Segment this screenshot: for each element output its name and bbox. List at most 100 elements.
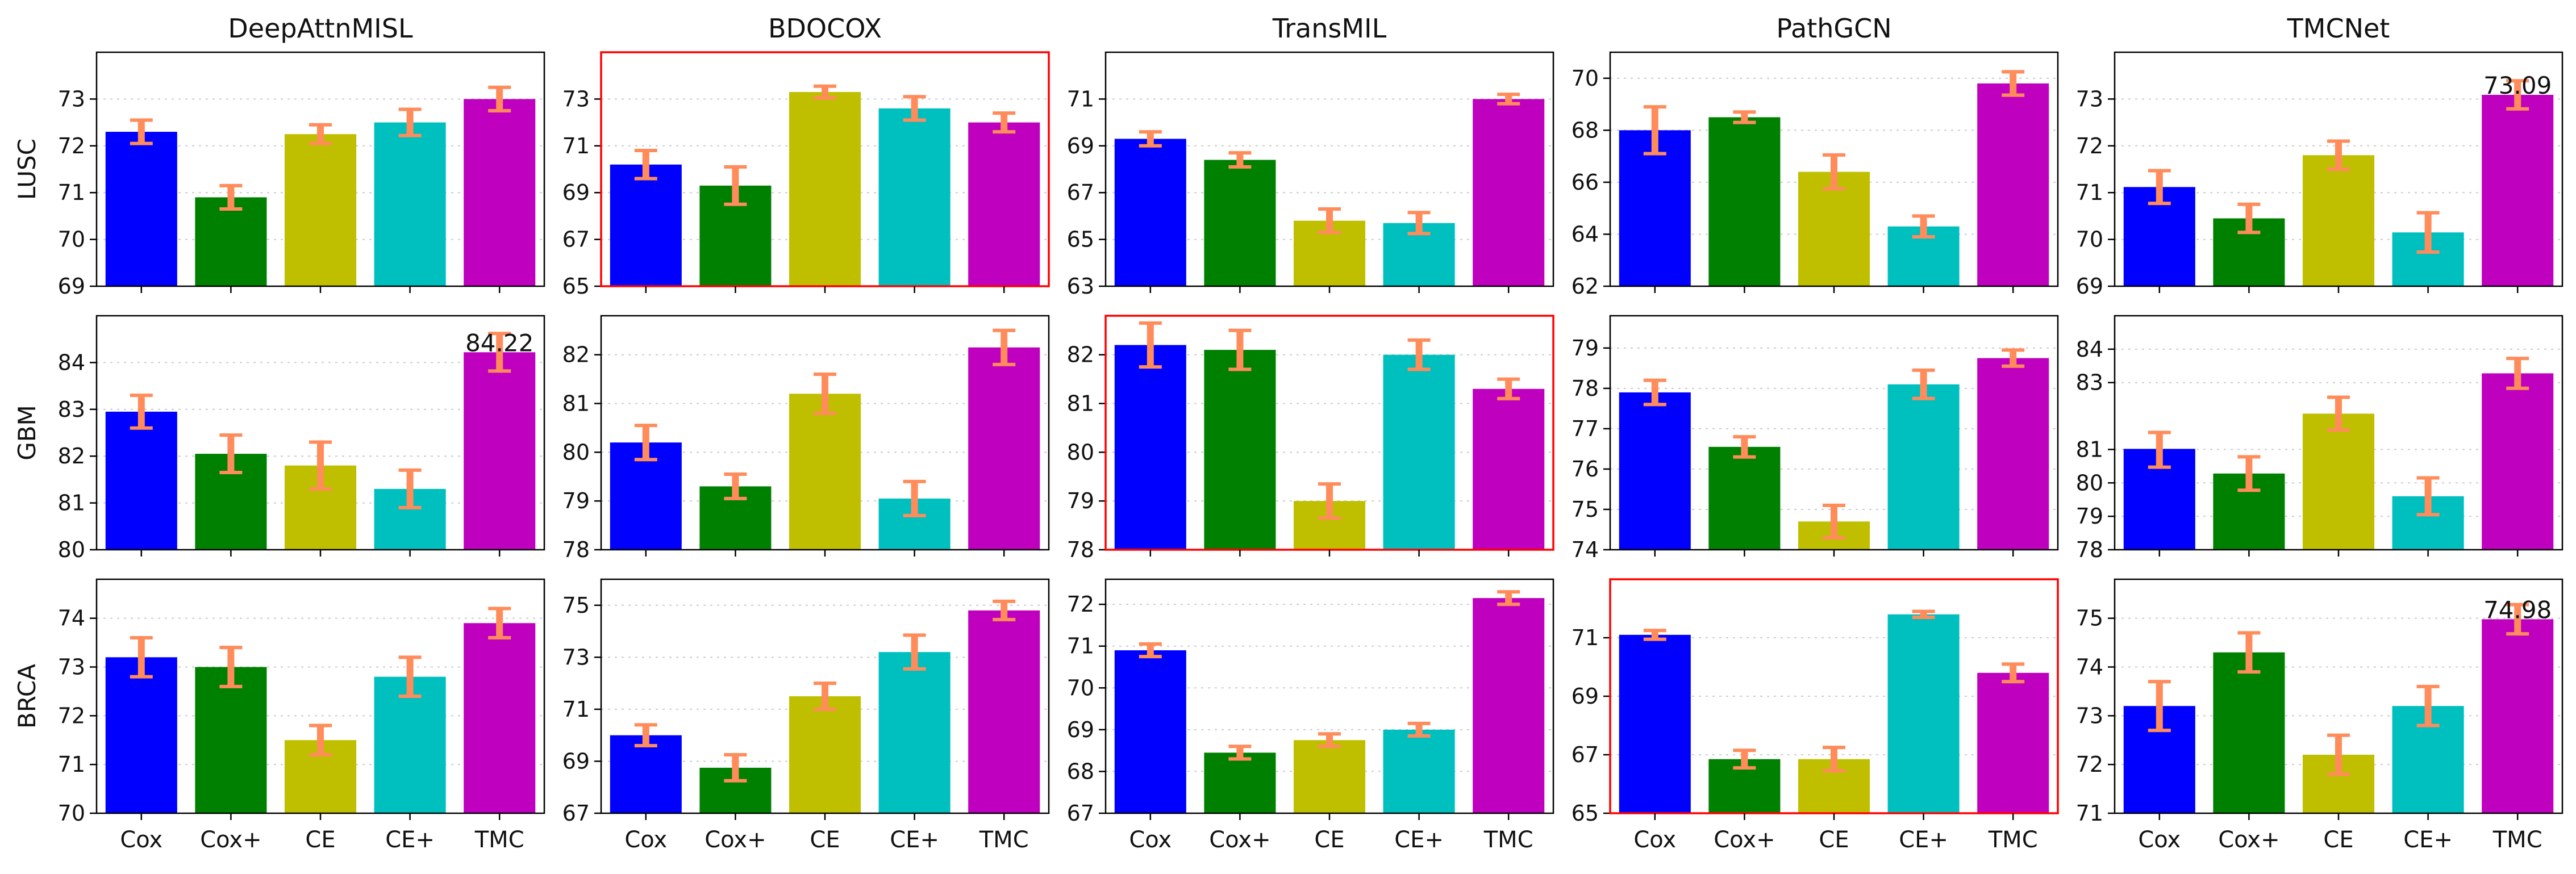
x-category-label-cox: Cox [1129, 827, 1172, 853]
panel-lusc-pathgcn-ytick-label: 68 [1572, 118, 1599, 143]
x-category-label-ce-plus: CE+ [385, 827, 435, 853]
panel-brca-pathgcn-ytick-label: 71 [1572, 625, 1599, 650]
panel-lusc-deepattnmisl-ytick-label: 70 [58, 227, 85, 252]
panel-brca-pathgcn-bar-ce+ [1887, 614, 1960, 813]
row-label-brca: BRCA [13, 664, 41, 729]
panel-brca-deepattnmisl-ytick-label: 70 [58, 801, 85, 826]
panel-brca-deepattnmisl-ytick-label: 74 [58, 606, 85, 631]
panel-lusc-bdocox-bar-tmc [968, 122, 1040, 286]
panel-brca-transmil-bar-tmc [1473, 598, 1545, 813]
panel-lusc-transmil-ytick-label: 69 [1067, 133, 1094, 158]
panel-brca-bdocox-ytick-label: 71 [562, 697, 590, 722]
panel-lusc-bdocox-ytick-label: 73 [562, 86, 590, 111]
panel-brca-tmcnet-bar-cox+ [2213, 652, 2285, 813]
x-category-label-ce-plus: CE+ [1899, 827, 1948, 853]
x-category-label-cox-plus: Cox+ [1209, 827, 1270, 853]
panel-gbm-pathgcn-bar-ce+ [1887, 384, 1960, 550]
x-category-label-cox-plus: Cox+ [1714, 827, 1775, 853]
row-label-gbm: GBM [13, 405, 41, 461]
panel-gbm-tmcnet-ytick-label: 78 [2076, 537, 2103, 562]
panel-gbm-tmcnet-ytick-label: 81 [2076, 437, 2103, 462]
panel-brca-tmcnet-ytick-label: 74 [2076, 655, 2103, 680]
panel-brca-bdocox-bar-ce [789, 696, 861, 813]
panel-lusc-deepattnmisl-bar-tmc [464, 99, 536, 286]
panel-lusc-pathgcn-bar-ce [1798, 172, 1870, 286]
panel-brca-transmil-bar-ce [1293, 740, 1366, 813]
panel-brca-deepattnmisl-ytick-label: 72 [58, 703, 85, 728]
panel-gbm-pathgcn-ytick-label: 78 [1572, 376, 1599, 401]
panel-brca-transmil-bar-cox+ [1204, 752, 1276, 813]
column-title-tmcnet: TMCNet [2287, 13, 2390, 44]
panel-lusc-pathgcn-ytick-label: 62 [1572, 274, 1599, 299]
panel-gbm-tmcnet-bar-ce [2302, 413, 2375, 550]
panel-gbm-deepattnmisl-bar-tmc [464, 352, 536, 550]
panel-gbm-deepattnmisl-ytick-label: 84 [58, 350, 85, 375]
row-label-lusc: LUSC [13, 139, 41, 200]
panel-brca-bdocox-bar-tmc [968, 610, 1040, 813]
panel-brca-transmil-ytick-label: 72 [1067, 592, 1094, 617]
x-category-label-ce: CE [2323, 827, 2353, 853]
panel-lusc-deepattnmisl-bar-ce+ [374, 122, 446, 286]
panel-gbm-deepattnmisl-ytick-label: 81 [58, 491, 85, 516]
panel-gbm-deepattnmisl-ytick-label: 80 [58, 537, 85, 562]
panel-brca-deepattnmisl-bar-tmc [464, 623, 536, 813]
panel-brca-bdocox-ytick-label: 73 [562, 645, 590, 670]
x-category-label-cox: Cox [2138, 827, 2181, 853]
panel-lusc-tmcnet-bar-ce [2302, 155, 2375, 286]
panel-brca-pathgcn-ytick-label: 67 [1572, 742, 1599, 767]
x-category-label-ce: CE [810, 827, 840, 853]
panel-lusc-bdocox-ytick-label: 65 [562, 274, 590, 299]
panel-gbm-tmcnet-ytick-label: 80 [2076, 470, 2103, 495]
panel-gbm-tmcnet-ytick-label: 79 [2076, 504, 2103, 529]
x-category-label-tmc: TMC [474, 827, 524, 853]
panel-brca-bdocox-ytick-label: 75 [562, 593, 590, 618]
x-category-label-cox-plus: Cox+ [200, 827, 261, 853]
panel-lusc-bdocox-bar-cox [610, 164, 682, 286]
panel-lusc-transmil-ytick-label: 71 [1067, 86, 1094, 111]
x-category-label-cox-plus: Cox+ [2218, 827, 2279, 853]
x-category-label-cox: Cox [624, 827, 667, 853]
panel-brca-bdocox-bar-ce+ [878, 652, 951, 813]
x-category-label-ce-plus: CE+ [890, 827, 939, 853]
panel-brca-tmcnet-bar-tmc [2482, 619, 2554, 813]
x-category-label-tmc: TMC [979, 827, 1029, 853]
panel-lusc-deepattnmisl-ytick-label: 72 [58, 133, 85, 158]
panel-gbm-pathgcn-bar-tmc [1977, 358, 2049, 550]
panel-lusc-deepattnmisl-ytick-label: 73 [58, 86, 85, 111]
panel-lusc-deepattnmisl-ytick-label: 71 [58, 180, 85, 205]
panel-brca-transmil-ytick-label: 70 [1067, 675, 1094, 700]
panel-gbm-transmil-ytick-label: 82 [1067, 342, 1094, 367]
x-category-label-cox: Cox [120, 827, 162, 853]
panel-brca-tmcnet-value-label: 74.98 [2483, 596, 2552, 624]
panel-lusc-pathgcn-ytick-label: 70 [1572, 66, 1599, 91]
panel-brca-transmil-ytick-label: 71 [1067, 634, 1094, 659]
panel-gbm-transmil-ytick-label: 79 [1067, 488, 1094, 513]
panel-gbm-deepattnmisl-ytick-label: 83 [58, 397, 85, 422]
panel-brca-tmcnet-ytick-label: 73 [2076, 703, 2103, 728]
x-category-label-ce: CE [1819, 827, 1849, 853]
panel-gbm-transmil-bar-ce+ [1383, 354, 1455, 550]
panel-gbm-pathgcn-ytick-label: 76 [1572, 457, 1599, 482]
panel-gbm-tmcnet-ytick-label: 84 [2076, 337, 2103, 362]
x-category-label-tmc: TMC [1988, 827, 2038, 853]
panel-lusc-tmcnet-ytick-label: 72 [2076, 133, 2103, 158]
panel-brca-tmcnet-ytick-label: 71 [2076, 801, 2103, 826]
panel-lusc-deepattnmisl-ytick-label: 69 [58, 274, 85, 299]
panel-gbm-tmcnet-bar-tmc [2482, 373, 2554, 550]
panel-gbm-bdocox-bar-ce [789, 394, 861, 550]
panel-brca-tmcnet-ytick-label: 72 [2076, 752, 2103, 777]
panel-lusc-transmil-ytick-label: 67 [1067, 180, 1094, 205]
panel-gbm-transmil-ytick-label: 81 [1067, 391, 1094, 416]
panel-lusc-tmcnet-bar-tmc [2482, 94, 2554, 286]
panel-gbm-transmil-bar-cox [1114, 345, 1186, 550]
x-category-label-cox-plus: Cox+ [705, 827, 766, 853]
panel-gbm-bdocox-ytick-label: 79 [562, 488, 590, 513]
panel-lusc-bdocox-bar-ce+ [878, 108, 951, 286]
panel-lusc-pathgcn-ytick-label: 66 [1572, 170, 1599, 195]
panel-gbm-pathgcn-ytick-label: 77 [1572, 416, 1599, 441]
panel-brca-deepattnmisl-bar-cox+ [195, 667, 267, 813]
panel-lusc-bdocox-ytick-label: 69 [562, 180, 590, 205]
panel-gbm-transmil-ytick-label: 80 [1067, 440, 1094, 465]
x-category-label-cox: Cox [1633, 827, 1676, 853]
